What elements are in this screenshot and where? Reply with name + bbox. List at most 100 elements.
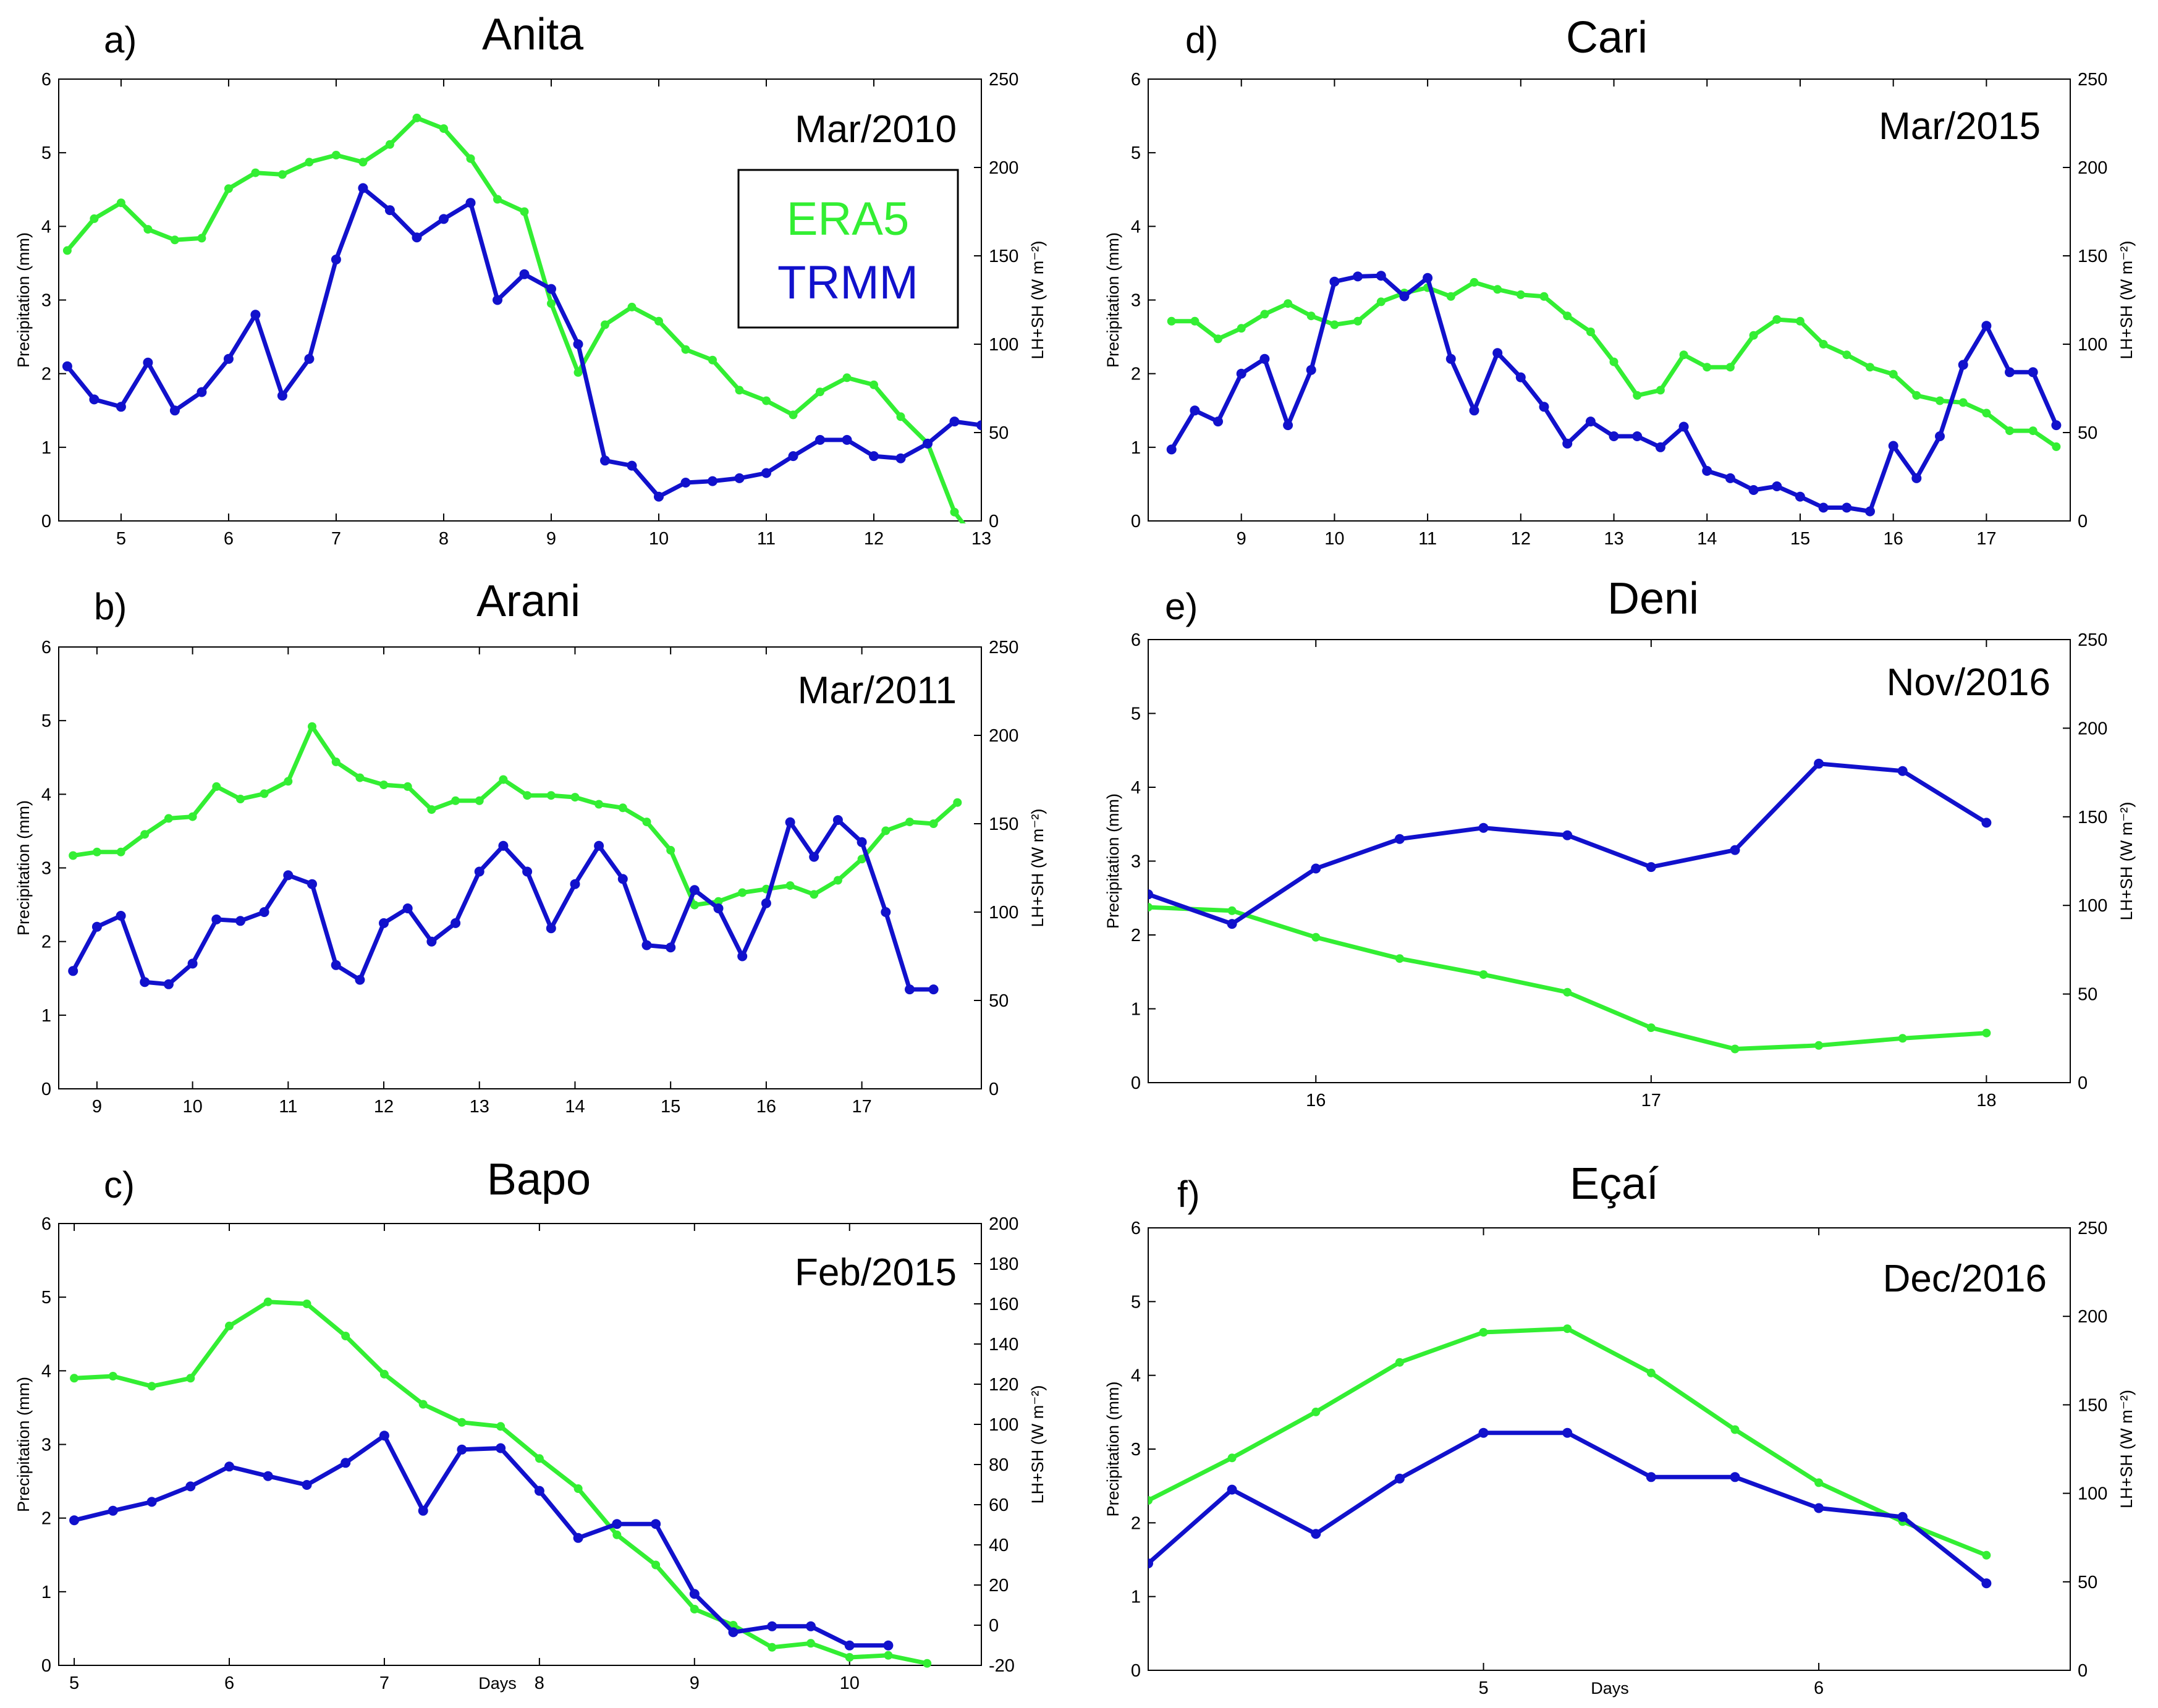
data-point [734, 473, 745, 483]
y2-tick-label: 40 [989, 1536, 1009, 1555]
data-point [384, 205, 395, 216]
data-point [905, 984, 915, 995]
data-point [642, 818, 651, 827]
data-point [116, 911, 126, 921]
data-point [212, 782, 221, 791]
x-tick-label: 11 [279, 1097, 297, 1117]
y2-axis-label: LH+SH (W m⁻²) [2117, 802, 2136, 921]
data-point [302, 1480, 312, 1490]
data-point [1563, 311, 1572, 321]
data-point [457, 1444, 467, 1455]
y-tick-label: 5 [41, 711, 51, 731]
y2-tick-label: 200 [989, 726, 1018, 746]
y-tick-label: 2 [41, 932, 51, 952]
legend-era5: ERA5 [787, 193, 910, 245]
data-point [641, 940, 652, 950]
series-era5 [1148, 903, 1991, 1054]
data-point [1795, 316, 1805, 326]
y-tick-label: 5 [1131, 1292, 1141, 1312]
y-tick-label: 2 [1131, 926, 1141, 945]
x-tick-label: 5 [69, 1673, 79, 1693]
data-point [465, 198, 476, 208]
y-tick-label: 4 [41, 1361, 51, 1381]
data-point [737, 951, 748, 962]
y2-tick-label: 0 [2078, 1073, 2088, 1093]
data-point [1399, 291, 1410, 302]
data-point [1166, 444, 1177, 455]
month-label: Mar/2010 [795, 108, 957, 151]
data-point [870, 380, 878, 389]
data-point [1190, 405, 1200, 416]
x-axis-label: Days [1591, 1679, 1629, 1697]
data-point [535, 1454, 544, 1463]
data-point [358, 158, 368, 167]
data-point [1353, 316, 1363, 326]
x-tick-label: 8 [439, 529, 449, 549]
data-point [1306, 311, 1316, 321]
y-tick-label: 0 [41, 1656, 51, 1676]
x-tick-label: 10 [1324, 529, 1344, 549]
data-point [1539, 292, 1549, 301]
y-axis-label: Precipitation (mm) [14, 1377, 33, 1512]
data-point [1493, 285, 1502, 294]
data-point [1515, 372, 1526, 383]
y2-axis-label: LH+SH (W m⁻²) [1028, 1385, 1047, 1504]
data-point [1516, 290, 1525, 299]
month-label: Dec/2016 [1883, 1258, 2047, 1300]
x-tick-label: 14 [565, 1097, 585, 1117]
data-point [881, 907, 891, 917]
data-point [224, 1461, 234, 1472]
series-trmm [1148, 758, 1992, 929]
data-point [1730, 1044, 1740, 1054]
data-point [2051, 420, 2062, 431]
data-point [1633, 391, 1642, 400]
y2-tick-label: 20 [989, 1576, 1009, 1596]
data-point [1912, 391, 1921, 400]
y-tick-label: 2 [1131, 365, 1141, 384]
data-point [1819, 340, 1828, 349]
data-point [355, 773, 365, 782]
data-point [1981, 321, 1992, 331]
data-point [418, 1400, 428, 1409]
data-point [263, 1297, 273, 1306]
data-point [617, 874, 628, 884]
data-point [2028, 367, 2038, 378]
data-point [713, 903, 724, 913]
data-point [1353, 271, 1363, 282]
data-point [1236, 368, 1246, 379]
data-point [612, 1519, 622, 1529]
y-tick-label: 3 [41, 1435, 51, 1455]
data-point [251, 168, 260, 177]
data-point [140, 830, 150, 839]
data-point [690, 1605, 699, 1613]
data-point [163, 979, 174, 989]
y2-tick-label: 0 [989, 512, 999, 531]
x-tick-label: 17 [1976, 529, 1996, 549]
series-trmm [1166, 271, 2062, 517]
data-point [519, 269, 530, 279]
y2-tick-label: 100 [2078, 335, 2107, 355]
x-tick-label: 10 [649, 529, 669, 549]
data-point [1148, 889, 1153, 900]
data-point [1814, 1478, 1824, 1487]
data-point [522, 866, 533, 877]
data-point [1748, 485, 1759, 495]
y2-tick-label: 100 [2078, 1484, 2107, 1504]
x-tick-label: 16 [1884, 529, 1903, 549]
data-point [186, 1374, 195, 1383]
data-point [89, 394, 99, 405]
data-point [307, 879, 317, 889]
y2-tick-label: 50 [989, 991, 1009, 1011]
y-tick-label: 3 [1131, 291, 1141, 311]
y-tick-label: 6 [41, 1214, 51, 1234]
month-label: Mar/2011 [798, 669, 957, 712]
x-tick-label: 17 [1641, 1091, 1661, 1110]
data-point [735, 386, 744, 395]
y2-tick-label: 120 [989, 1375, 1018, 1395]
data-point [1898, 1034, 1907, 1043]
data-point [418, 1505, 428, 1516]
y-tick-label: 2 [41, 1509, 51, 1529]
data-point [1227, 906, 1237, 915]
data-point [116, 402, 126, 412]
